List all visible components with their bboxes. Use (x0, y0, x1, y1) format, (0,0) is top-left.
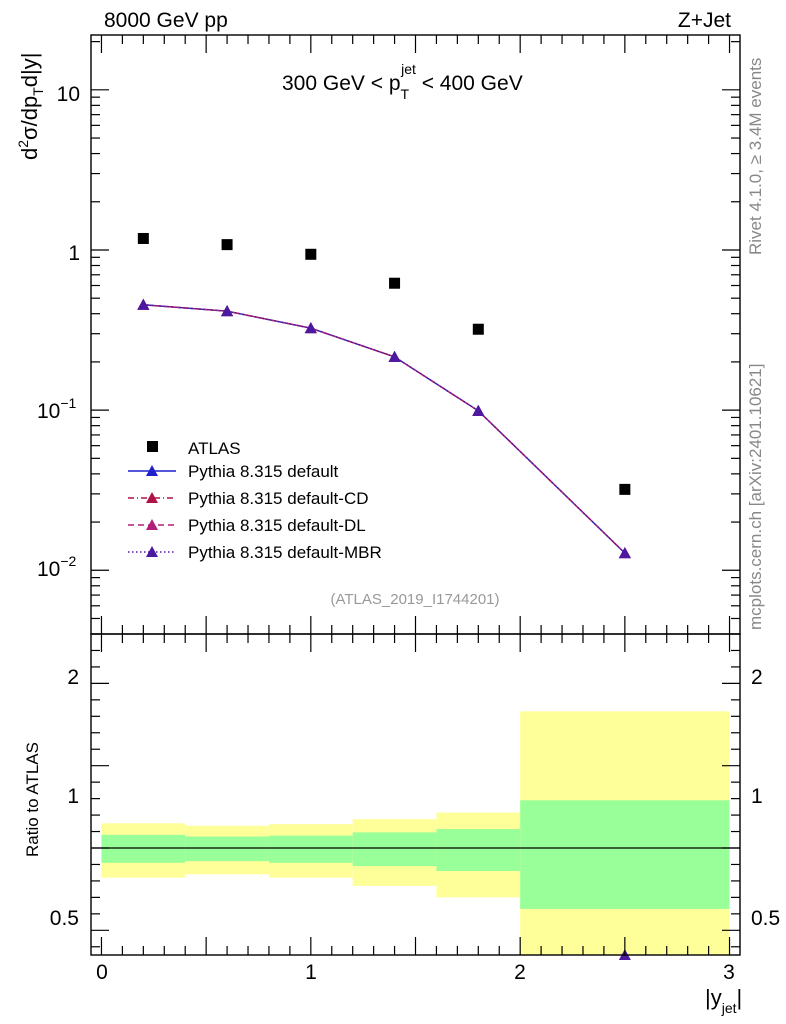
x-tick-label-1: 1 (305, 961, 317, 984)
analysis-id-label: (ATLAS_2019_I1744201) (330, 591, 499, 608)
band-inner-bin (101, 834, 186, 863)
rivet-version-label: Rivet 4.1.0, ≥ 3.4M events (746, 58, 765, 255)
ratio-y-tick-label-1-right: 1 (751, 785, 763, 808)
band-inner-bin (520, 800, 730, 909)
data-markers (137, 232, 631, 559)
legend-label-atlas: ATLAS (188, 439, 241, 458)
main-plot-panel: 10 1 10−1 10−2 d2σ/dpTd|y| 300 GeV < pTj… (15, 34, 741, 635)
marker-mbr (472, 404, 485, 416)
x-axis-title: |yjet| (705, 985, 742, 1016)
y-tick-label-0.1: 10−1 (37, 395, 77, 423)
band-inner-bin (268, 835, 353, 863)
x-axis-title-sub: jet (721, 1000, 737, 1016)
legend-marker-cd (146, 492, 158, 503)
header-right: Z+Jet (678, 9, 731, 32)
legend-label-default: Pythia 8.315 default (188, 462, 339, 481)
y-tick-label-exponent: −2 (60, 553, 76, 569)
ratio-y-tick-label-1: 1 (67, 785, 79, 808)
main-y-axis-title: d2σ/dpTd|y| (15, 53, 46, 160)
legend-label-dl: Pythia 8.315 default-DL (188, 516, 366, 535)
atlas-data-point (305, 248, 317, 260)
ratio-y-tick-labels-right: 2 1 0.5 (751, 666, 780, 930)
band-inner-bin (436, 829, 521, 872)
atlas-data-point (472, 323, 484, 335)
marker-mbr (618, 547, 631, 559)
x-axis-title-main: |y (705, 985, 722, 1010)
marker-mbr (221, 305, 234, 317)
ratio-axis-ticks (91, 634, 740, 955)
band-inner-bin (185, 836, 269, 862)
legend-label-mbr: Pythia 8.315 default-MBR (188, 543, 382, 562)
atlas-data-point (389, 277, 401, 289)
x-tick-label-3: 3 (723, 961, 735, 984)
plot-title-post: < 400 GeV (416, 72, 523, 95)
plot-title-pre: 300 GeV < p (282, 72, 401, 95)
x-tick-labels: 0 1 2 3 (96, 961, 735, 984)
atlas-data-point (619, 483, 631, 495)
ratio-y-axis-title: Ratio to ATLAS (23, 742, 42, 857)
marker-mbr (137, 298, 150, 310)
y-tick-label-exponent: −1 (60, 395, 76, 411)
main-axis-ticks (91, 35, 740, 635)
x-tick-label-0: 0 (96, 961, 108, 984)
header-left: 8000 GeV pp (104, 9, 228, 32)
mcplots-label: mcplots.cern.ch [arXiv:2401.10621] (746, 364, 765, 630)
legend-marker-dl (146, 519, 158, 530)
marker-mbr (388, 350, 401, 362)
y-tick-label-base: 10 (37, 558, 60, 581)
y-tick-label-10: 10 (57, 83, 80, 106)
atlas-data-point (221, 239, 233, 251)
ratio-plot-panel: 2 1 0.5 2 1 0.5 Ratio to ATLAS 0 1 2 3 |… (23, 633, 780, 1016)
y-tick-label-0.01: 10−2 (37, 553, 77, 581)
y-tick-label-base: 10 (37, 400, 60, 423)
ratio-y-tick-label-2-right: 2 (751, 666, 763, 689)
legend-marker-default (146, 465, 158, 476)
atlas-data-point (137, 232, 149, 244)
legend-marker-mbr (146, 546, 158, 557)
plot-title-sup: jet (400, 61, 416, 77)
legend-marker-atlas (147, 441, 158, 452)
model-curves (143, 304, 626, 554)
band-inner-bin (352, 832, 437, 867)
ratio-y-tick-label-0.5: 0.5 (50, 907, 79, 930)
ratio-y-tick-label-2: 2 (67, 666, 79, 689)
marker-mbr (304, 322, 317, 334)
legend: ATLAS Pythia 8.315 default Pythia 8.315 … (128, 439, 382, 562)
x-tick-label-2: 2 (514, 961, 526, 984)
y-tick-label-1: 1 (68, 242, 80, 265)
plot-title: 300 GeV < pTjet < 400 GeV (282, 61, 523, 102)
x-axis-title-close: | (737, 985, 743, 1010)
main-y-tick-labels: 10 1 10−1 10−2 (37, 83, 80, 581)
ratio-y-tick-labels-left: 2 1 0.5 (50, 666, 79, 930)
ratio-uncertainty-bands (101, 711, 730, 955)
curve-dl (143, 304, 626, 554)
ratio-y-tick-label-0.5-right: 0.5 (751, 907, 780, 930)
ratio-plot-frame (90, 633, 741, 956)
legend-label-cd: Pythia 8.315 default-CD (188, 489, 369, 508)
plot-title-sub: T (401, 86, 410, 102)
